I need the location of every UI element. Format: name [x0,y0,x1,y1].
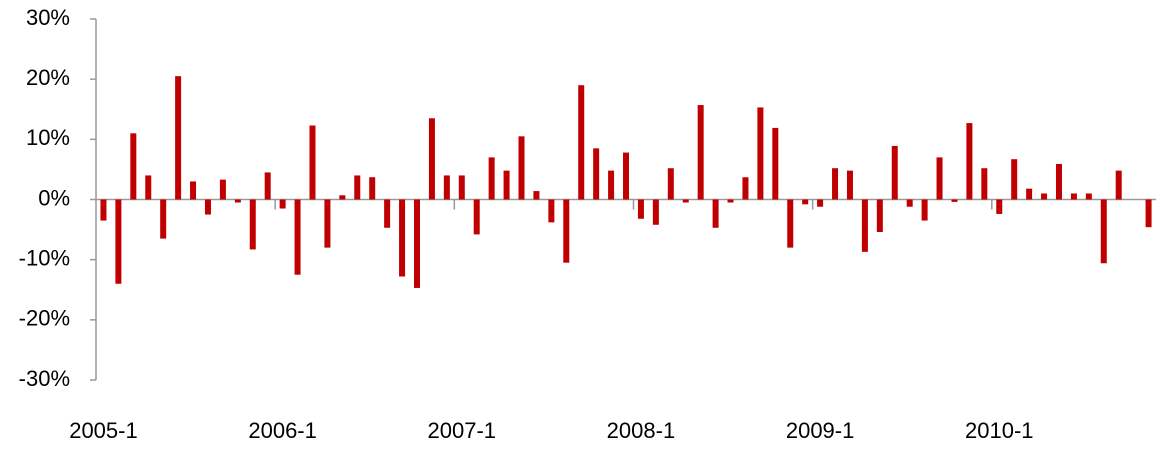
bar [906,199,913,207]
bar [369,177,376,200]
bar [264,172,271,200]
bar [817,199,824,207]
bar [951,199,958,202]
bar [354,175,361,200]
bar [249,199,256,250]
y-tick-label: 30% [26,5,70,30]
y-tick-label: 10% [26,125,70,150]
bar [667,168,674,200]
bar [757,107,764,200]
bar [772,127,779,200]
bar [832,168,839,200]
bar [652,199,659,225]
bar [309,125,316,200]
bar [1100,199,1107,264]
bar [1070,193,1077,200]
bar [846,170,853,200]
bar [578,85,585,200]
x-tick-label: 2007-1 [428,418,497,443]
bar [727,199,734,203]
bar [637,199,644,219]
bar [1085,193,1092,200]
bar [548,199,555,223]
bar [279,199,286,209]
bar [921,199,928,221]
bar [1026,188,1033,200]
bar [488,157,495,200]
bar [742,177,749,200]
bar [697,105,704,200]
bar [861,199,868,252]
bar [981,168,988,200]
y-tick-label: -30% [19,366,70,391]
bar [608,170,615,200]
bar [399,199,406,277]
bar [473,199,480,235]
y-tick-label: -10% [19,245,70,270]
bar [339,195,346,200]
bar [1041,193,1048,200]
bar [1011,159,1018,200]
bar [996,199,1003,214]
bar [384,199,391,228]
bar [190,181,197,200]
bar [1055,164,1062,200]
bar [130,133,137,200]
bar [443,175,450,200]
bar [682,199,689,203]
bar [802,199,809,205]
y-tick-label: -20% [19,306,70,331]
bar [876,199,883,232]
bar [458,175,465,200]
bar [219,179,226,200]
x-tick-label: 2008-1 [607,418,676,443]
bar [160,199,167,239]
bar [623,152,630,200]
bar [175,76,182,200]
bar [100,199,107,221]
bar [712,199,719,228]
bar [145,175,152,200]
bar [533,191,540,200]
bar [294,199,301,275]
bar [413,199,420,288]
x-tick-label: 2010-1 [965,418,1034,443]
bar [428,118,435,200]
bar [324,199,331,248]
bar [563,199,570,263]
bar [204,199,211,215]
bar [936,157,943,200]
bar [1115,170,1122,200]
bar [787,199,794,248]
bar [234,199,241,203]
bar [115,199,122,284]
bar [503,170,510,200]
y-tick-label: 0% [38,185,70,210]
bar [518,136,525,200]
bar [1145,199,1152,228]
bar [891,145,898,200]
x-tick-label: 2009-1 [786,418,855,443]
bar [593,148,600,200]
x-tick-label: 2006-1 [248,418,317,443]
x-tick-label: 2005-1 [69,418,138,443]
y-tick-label: 20% [26,65,70,90]
bar [966,123,973,200]
